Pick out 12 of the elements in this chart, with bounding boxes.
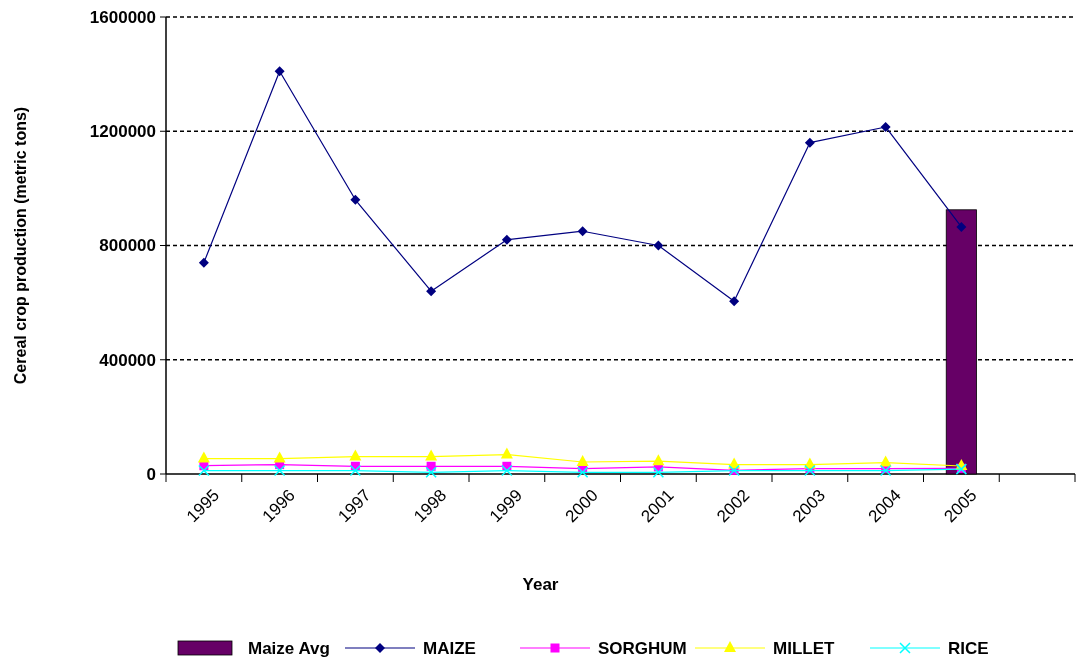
- y-tick-label: 1200000: [89, 122, 156, 142]
- legend-label: Maize Avg: [248, 638, 330, 658]
- y-tick-label: 400000: [99, 350, 156, 370]
- legend-label: MAIZE: [423, 638, 476, 658]
- y-axis-title: Cereal crop production (metric tons): [12, 106, 29, 385]
- y-tick-label: 0: [146, 464, 156, 484]
- x-axis-title: Year: [522, 575, 559, 594]
- y-tick-label: 800000: [99, 236, 156, 256]
- legend-label: RICE: [948, 638, 989, 658]
- y-tick-label: 1600000: [89, 7, 156, 27]
- legend-label: MILLET: [773, 638, 835, 658]
- legend-label: SORGHUM: [598, 638, 687, 658]
